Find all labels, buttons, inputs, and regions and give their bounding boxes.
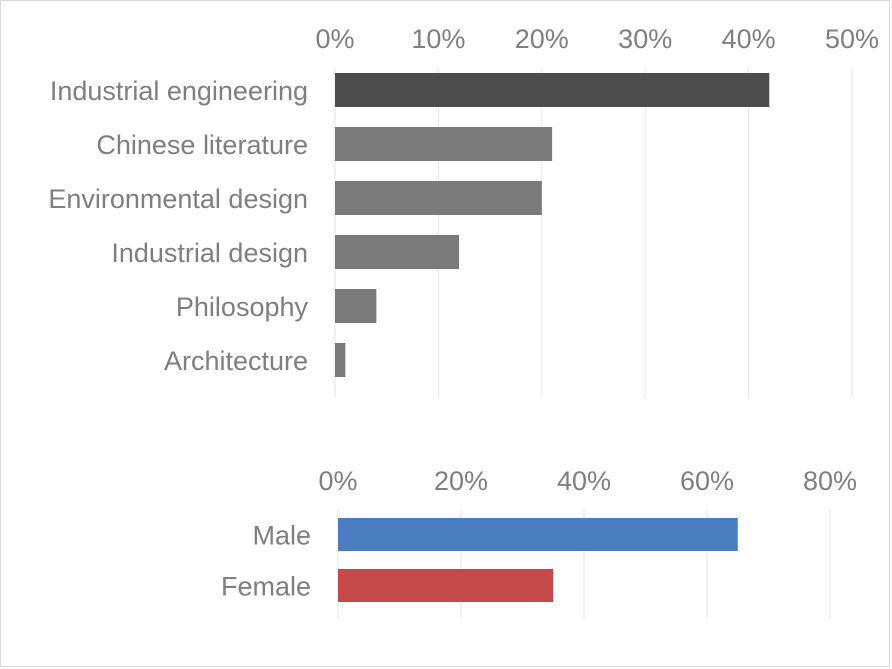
gender-chart: 0% 20% 40% 60% 80% Male Female <box>221 466 857 618</box>
gender-category-label: Male <box>252 521 311 551</box>
major-tick-label: 50% <box>825 24 879 54</box>
major-bar-chinese-literature <box>335 127 553 161</box>
gender-bar-male <box>338 518 738 551</box>
major-chart: 0% 10% 20% 30% 40% 50% Industrial engineering C… <box>48 24 879 398</box>
major-category-label: Industrial design <box>111 238 308 268</box>
major-category-label: Environmental design <box>48 184 308 214</box>
gender-bar-female <box>338 569 554 602</box>
major-category-label: Chinese literature <box>96 130 308 160</box>
major-bar-environmental-design <box>335 181 542 215</box>
gender-tick-label: 80% <box>803 466 857 496</box>
major-tick-label: 10% <box>411 24 465 54</box>
major-bar-architecture <box>335 343 346 377</box>
major-bar-philosophy <box>335 289 377 323</box>
major-category-label: Philosophy <box>176 292 309 322</box>
major-tick-label: 20% <box>515 24 569 54</box>
major-tick-label: 40% <box>722 24 776 54</box>
major-tick-label: 0% <box>315 24 354 54</box>
major-bar-industrial-design <box>335 235 460 269</box>
gender-tick-label: 40% <box>557 466 611 496</box>
gender-category-label: Female <box>221 572 311 602</box>
major-category-label: Industrial engineering <box>50 76 308 106</box>
gender-tick-label: 60% <box>680 466 734 496</box>
major-category-label: Architecture <box>164 346 308 376</box>
gender-tick-label: 0% <box>318 466 357 496</box>
major-bar-industrial-engineering <box>335 73 770 107</box>
gender-tick-label: 20% <box>434 466 488 496</box>
major-tick-label: 30% <box>618 24 672 54</box>
